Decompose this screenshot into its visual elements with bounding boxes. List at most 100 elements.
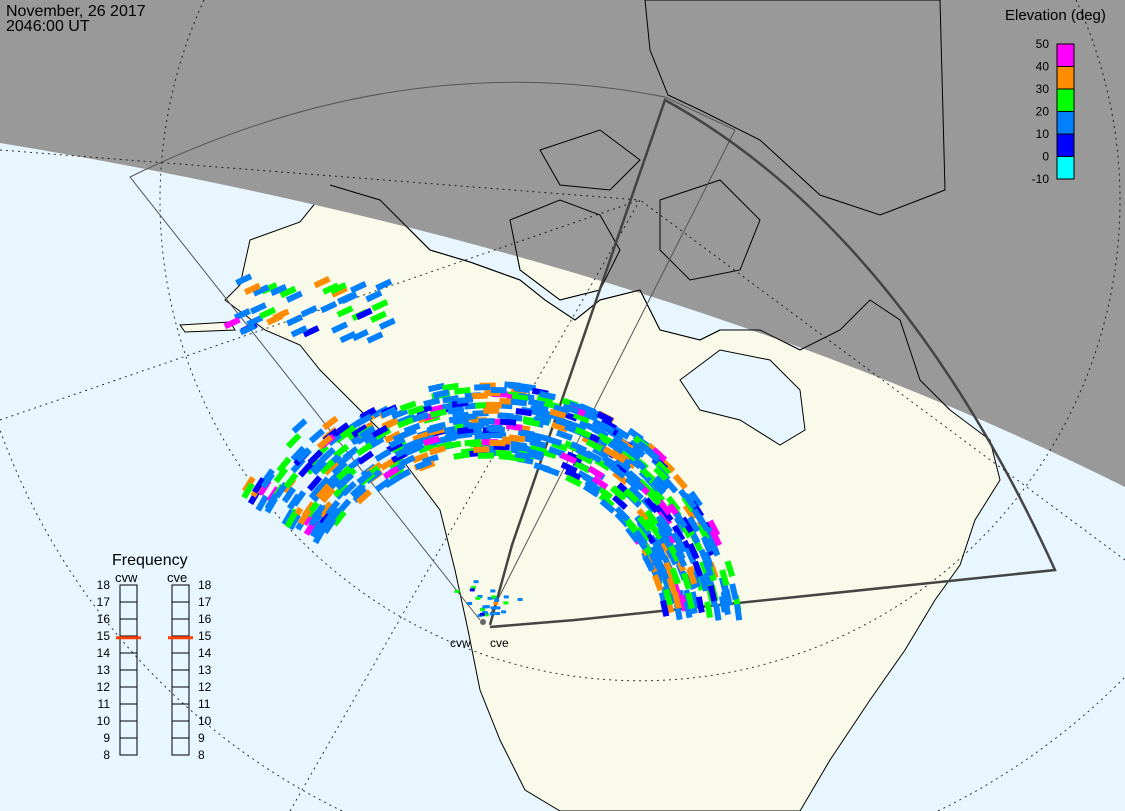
scatter-cell <box>477 452 494 459</box>
scatter-cell <box>686 515 701 533</box>
scatter-cell <box>471 392 488 400</box>
scatter-cell <box>266 313 284 326</box>
scatter-cell <box>513 385 531 394</box>
scatter-cell <box>460 413 477 421</box>
scatter-cell <box>653 466 669 482</box>
scatter-cell <box>551 421 569 433</box>
scatter-cell <box>313 276 331 289</box>
scatter-cell <box>427 382 445 393</box>
frequency-tick: 14 <box>198 646 212 660</box>
scatter-cell <box>644 517 660 535</box>
scatter-cell <box>486 424 503 432</box>
scatter-cell <box>429 403 447 414</box>
scatter-cell <box>663 477 679 494</box>
scatter-cell <box>657 499 672 516</box>
scatter-cell <box>290 445 306 462</box>
scatter-cell <box>564 468 582 481</box>
scatter-cell <box>312 527 327 545</box>
frequency-tick: 18 <box>198 578 212 592</box>
scatter-cell <box>255 494 269 512</box>
scatter-cell <box>270 283 288 297</box>
scatter-cell <box>349 281 367 294</box>
scatter-cell <box>475 596 481 600</box>
scatter-cell <box>549 408 567 419</box>
elevation-tick: 40 <box>1036 60 1050 74</box>
scatter-cell <box>326 507 342 525</box>
scatter-cell <box>246 314 264 328</box>
frequency-tick: 15 <box>198 629 212 643</box>
scatter-cell <box>684 546 697 564</box>
scatter-cell <box>453 451 471 460</box>
scatter-cell <box>470 586 476 590</box>
scatter-cell <box>575 446 593 460</box>
scatter-cell <box>514 451 532 461</box>
elevation-legend: Elevation (deg) 50 40 30 20 10 0 -10 <box>1005 7 1106 186</box>
scatter-cell <box>637 478 654 495</box>
scatter-cell <box>351 328 369 342</box>
scatter-cell <box>477 594 483 598</box>
frequency-tick: 17 <box>97 595 111 609</box>
scatter-cell <box>495 449 512 457</box>
scatter-cell <box>609 449 627 464</box>
frequency-tick: 10 <box>97 714 111 728</box>
radar-site-marker <box>480 619 486 625</box>
scatter-cell <box>308 428 325 444</box>
scatter-cell <box>529 405 547 415</box>
scatter-cell <box>609 485 626 501</box>
scatter-cell <box>490 386 507 394</box>
scatter-cell <box>729 583 739 601</box>
frequency-tick: 17 <box>198 595 212 609</box>
scatter-cell <box>598 493 615 509</box>
scatter-cell <box>392 430 410 443</box>
scatter-cell <box>260 472 275 489</box>
scatter-cell <box>692 560 704 578</box>
scatter-cell <box>369 310 387 323</box>
scatter-cell <box>482 605 488 609</box>
aleutian-islands <box>179 321 236 333</box>
radar-label-cve: cve <box>490 636 509 650</box>
scatter-cell <box>357 450 374 465</box>
elevation-tick: 10 <box>1036 127 1050 141</box>
scatter-cell <box>264 496 278 514</box>
scatter-cell <box>356 489 372 505</box>
scatter-cell <box>539 390 556 401</box>
scatter-cell <box>695 596 705 614</box>
scatter-cell <box>285 433 302 449</box>
scatter-cell <box>394 445 412 458</box>
scatter-cell <box>359 425 376 440</box>
scatter-cell <box>464 438 481 447</box>
scatter-cell <box>429 408 447 419</box>
elevation-legend-title: Elevation (deg) <box>1005 7 1106 24</box>
scatter-cell <box>316 450 333 466</box>
scatter-cell <box>335 465 352 481</box>
scatter-cell <box>276 456 292 473</box>
scatter-cell <box>426 423 444 434</box>
frequency-tick: 11 <box>98 697 111 711</box>
scatter-cell <box>411 451 429 464</box>
frequency-tick: 12 <box>198 680 212 694</box>
scatter-cell <box>562 403 580 415</box>
scatter-cell <box>614 511 630 528</box>
scatter-cell <box>503 595 509 599</box>
scatter-cell <box>596 485 614 500</box>
scatter-cell <box>702 559 714 577</box>
scatter-cell <box>311 503 326 521</box>
scatter-cell <box>656 516 671 533</box>
scatter-cell <box>359 406 377 420</box>
scatter-cell <box>532 416 550 426</box>
scatter-cell <box>696 514 710 532</box>
scatter-cell <box>375 278 393 291</box>
scatter-cell <box>334 471 350 487</box>
scatter-cell <box>479 607 485 611</box>
scatter-cell <box>529 439 547 449</box>
scatter-cell <box>332 510 347 527</box>
frequency-title: Frequency <box>112 552 188 569</box>
scatter-cell <box>682 492 698 510</box>
frequency-tick: 14 <box>97 646 111 660</box>
scatter-cell <box>479 612 485 616</box>
scatter-cell <box>607 440 625 455</box>
frequency-tick: 13 <box>97 663 111 677</box>
scatter-cell <box>609 464 627 479</box>
scatter-cell <box>394 468 412 482</box>
scatter-cell <box>707 584 718 602</box>
